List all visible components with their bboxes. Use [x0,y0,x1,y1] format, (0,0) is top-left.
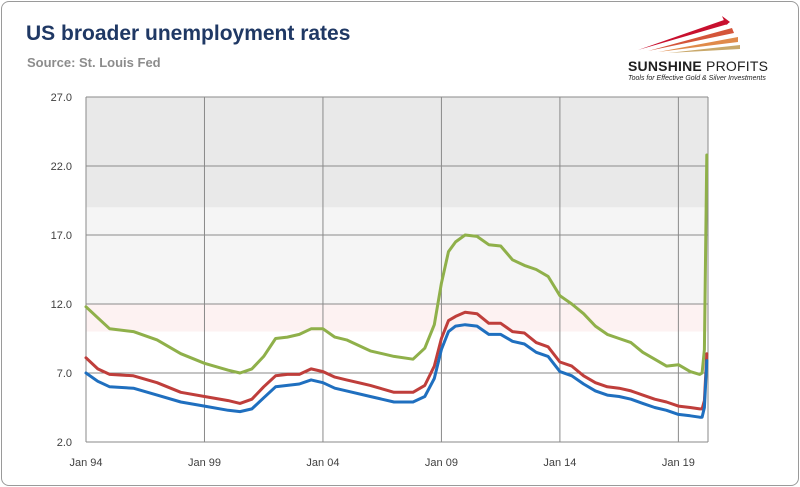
x-tick-labels: Jan 94 Jan 99 Jan 04 Jan 09 Jan 14 Jan 19 [69,457,694,469]
chart-title: US broader unemployment rates [26,22,351,45]
y-tick-label: 12.0 [51,299,72,311]
x-tick-label: Jan 19 [662,457,695,469]
y-tick-label: 2.0 [57,437,72,449]
series-line-blue [84,323,709,419]
logo-tagline: Tools for Effective Gold & Silver Invest… [628,75,766,82]
sunshine-profits-logo: SUNSHINE PROFITS Tools for Effective Gol… [628,14,788,96]
x-tick-label: Jan 09 [425,457,458,469]
y-tick-labels: 2.0 7.0 12.0 17.0 22.0 27.0 [51,92,72,449]
logo-name: SUNSHINE PROFITS [628,58,768,74]
y-tick-label: 27.0 [51,92,72,104]
x-tick-label: Jan 94 [69,457,102,469]
y-tick-label: 7.0 [57,368,72,380]
background-bands [86,97,708,332]
band-2 [86,304,708,332]
series-lines [84,153,709,419]
y-tick-label: 17.0 [51,230,72,242]
band-0 [86,97,708,208]
logo-name-thin: PROFITS [701,58,769,74]
y-tick-label: 22.0 [51,161,72,173]
x-tick-label: Jan 14 [543,457,576,469]
logo-name-bold: SUNSHINE [628,58,702,74]
series-line-green [84,153,709,376]
band-1 [86,207,708,304]
grid-lines [85,96,709,443]
chart-subtitle: Source: St. Louis Fed [27,55,161,70]
sunrays-logo-icon [638,16,740,53]
x-tick-label: Jan 99 [188,457,221,469]
x-tick-label: Jan 04 [306,457,339,469]
series-line-red [84,310,709,411]
